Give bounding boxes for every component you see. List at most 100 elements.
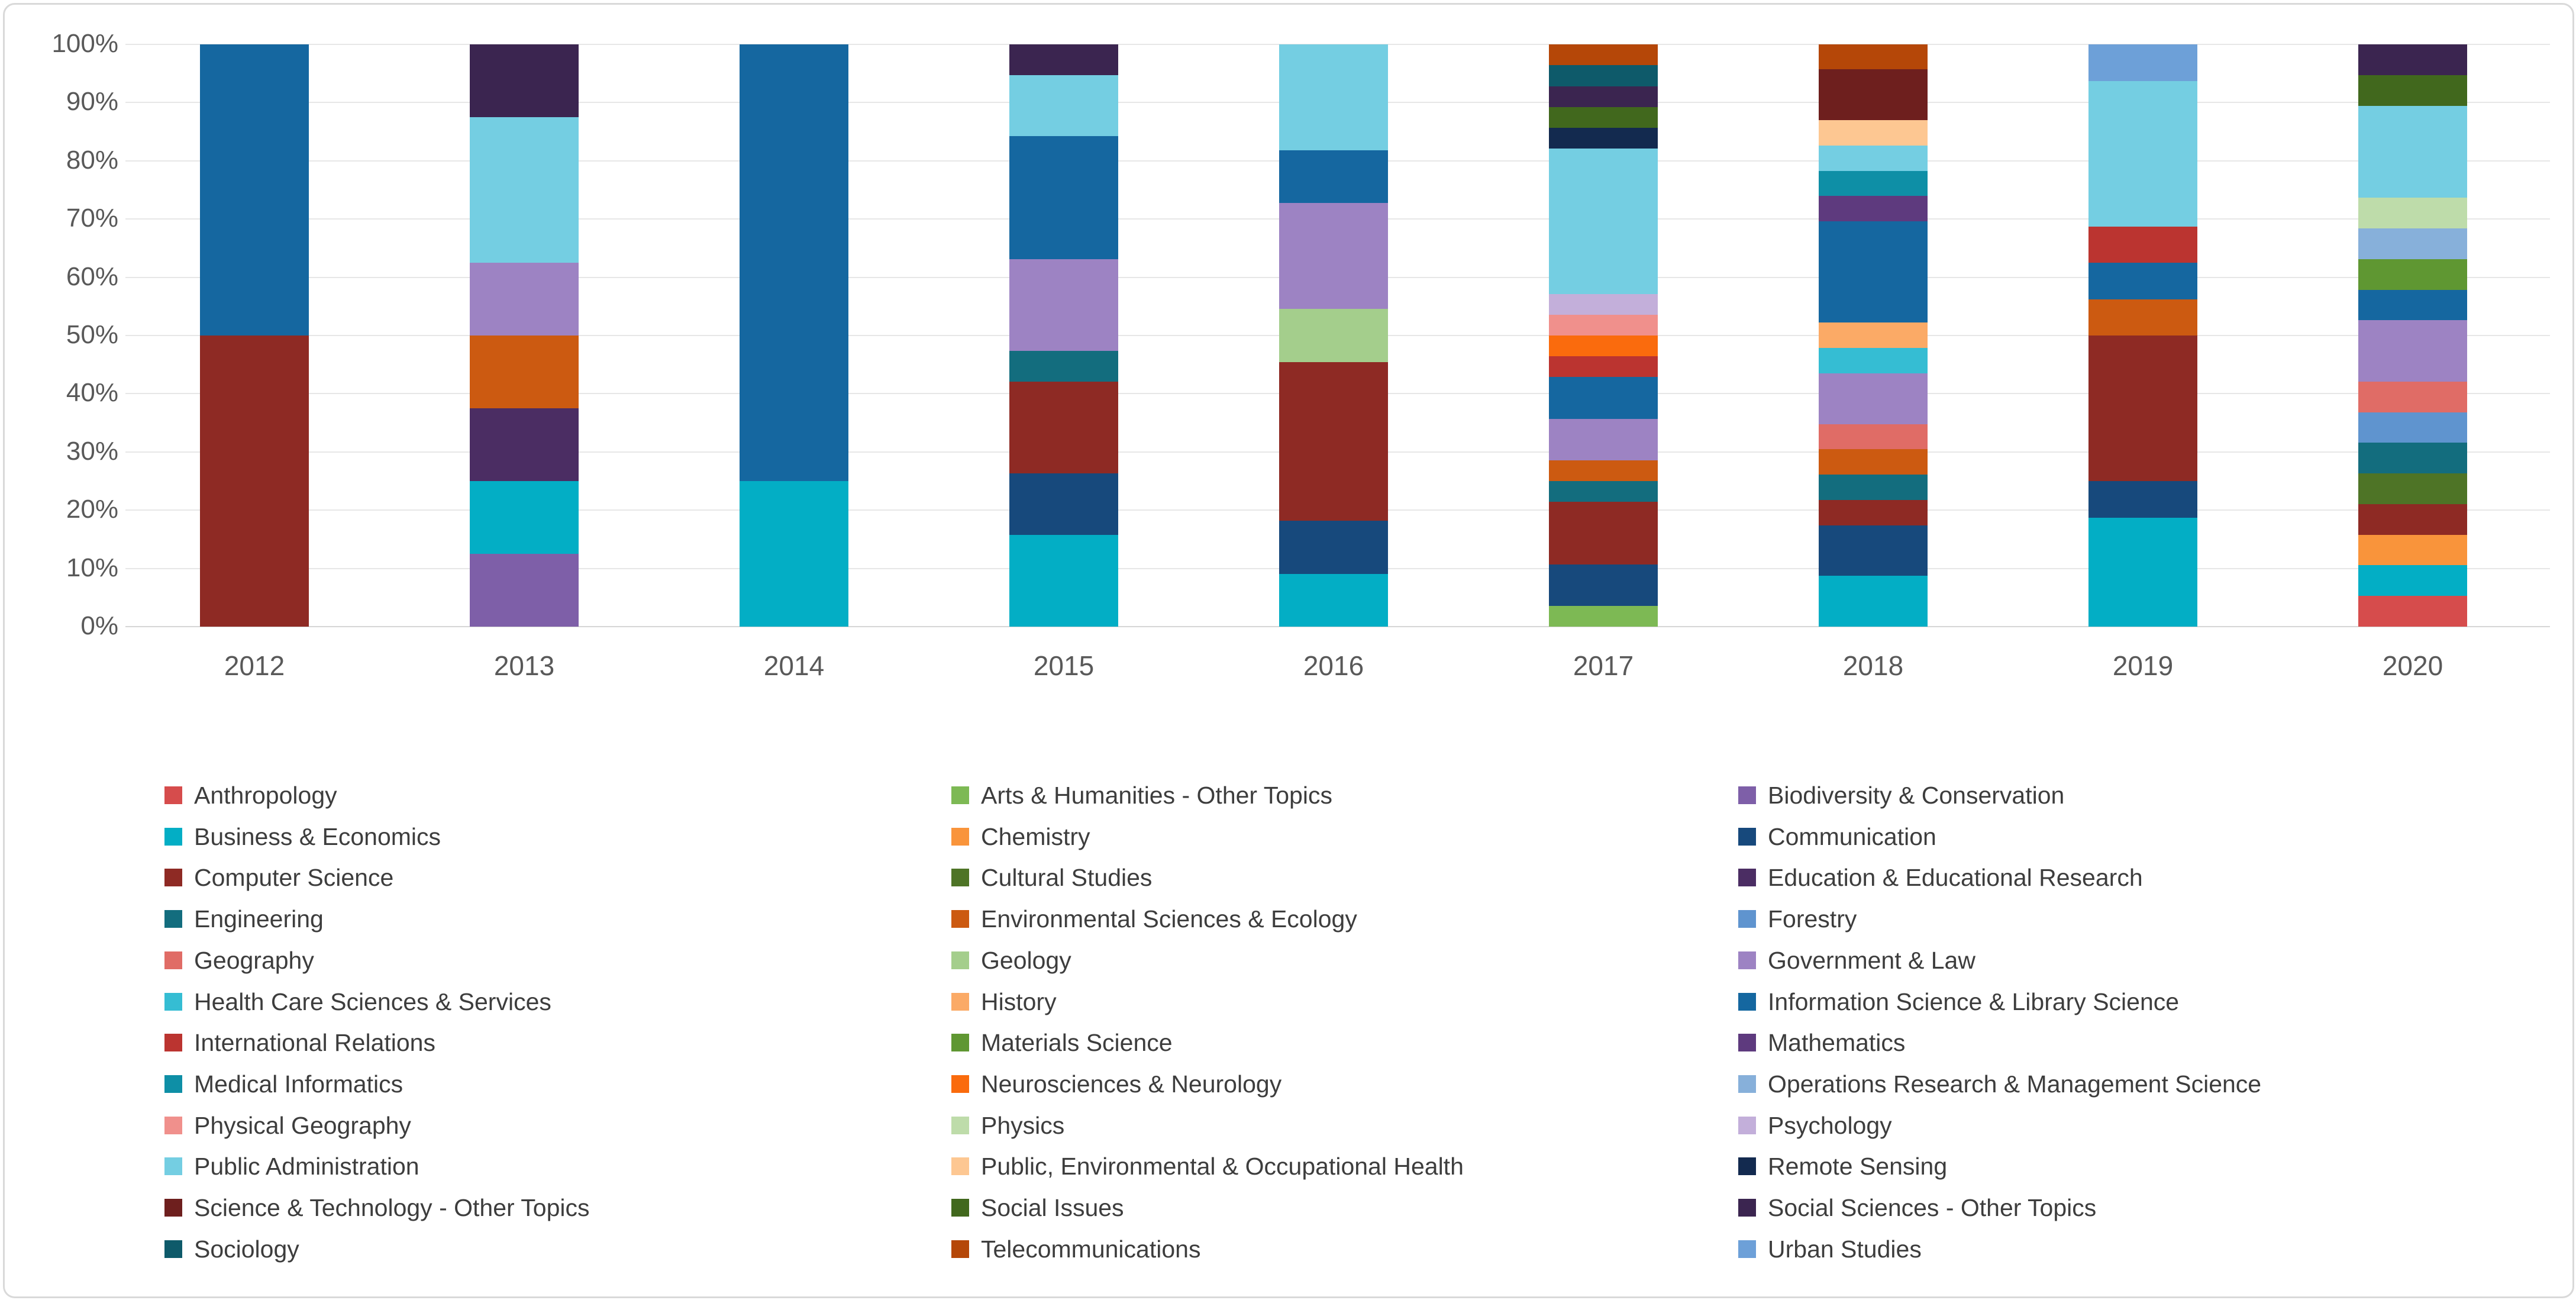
legend-swatch-icon xyxy=(164,1157,182,1175)
legend-label: Geology xyxy=(981,946,1071,974)
legend-item: Physics xyxy=(951,1111,1065,1139)
legend-swatch-icon xyxy=(1738,951,1756,969)
legend-label: Anthropology xyxy=(194,781,337,809)
x-axis-label-2015: 2015 xyxy=(1033,650,1095,681)
segment-2015-government-law xyxy=(1009,259,1118,351)
y-tick-label: 80% xyxy=(66,146,118,175)
legend-item: History xyxy=(951,988,1057,1015)
legend-label: Physics xyxy=(981,1111,1065,1139)
segment-2013-government-law xyxy=(470,263,579,336)
bar-2012 xyxy=(200,44,309,627)
segment-2018-communication xyxy=(1819,525,1928,576)
legend-item: Biodiversity & Conservation xyxy=(1738,782,2064,809)
segment-2014-information-science-library-science xyxy=(740,44,848,481)
legend-label: Education & Educational Research xyxy=(1768,863,2143,891)
segment-2012-computer-science xyxy=(200,336,309,627)
legend-label: Science & Technology - Other Topics xyxy=(194,1193,590,1221)
legend-label: Health Care Sciences & Services xyxy=(194,988,551,1015)
legend-item: Telecommunications xyxy=(951,1236,1200,1263)
segment-2013-social-sciences-other-topics xyxy=(470,44,579,117)
legend-item: Education & Educational Research xyxy=(1738,863,2143,891)
segment-2018-history xyxy=(1819,322,1928,348)
segment-2019-information-science-library-science xyxy=(2088,263,2197,299)
legend-swatch-icon xyxy=(164,951,182,969)
legend-swatch-icon xyxy=(164,1075,182,1093)
segment-2020-social-sciences-other-topics xyxy=(2358,44,2467,75)
segment-2020-materials-science xyxy=(2358,259,2467,290)
legend-item: Public, Environmental & Occupational Hea… xyxy=(951,1153,1464,1180)
segment-2016-geology xyxy=(1279,309,1388,362)
segment-2020-geography xyxy=(2358,382,2467,412)
segment-2015-communication xyxy=(1009,473,1118,535)
segment-2015-business-economics xyxy=(1009,535,1118,627)
legend-label: Materials Science xyxy=(981,1028,1173,1056)
legend-item: Engineering xyxy=(164,905,324,933)
y-tick-label: 100% xyxy=(51,29,118,58)
legend-label: Psychology xyxy=(1768,1111,1892,1139)
legend-item: Chemistry xyxy=(951,823,1090,850)
legend-label: International Relations xyxy=(194,1028,435,1056)
legend-item: Environmental Sciences & Ecology xyxy=(951,905,1357,933)
legend-label: Public Administration xyxy=(194,1152,419,1180)
legend-item: Business & Economics xyxy=(164,822,441,850)
legend-swatch-icon xyxy=(1738,1034,1756,1051)
legend-swatch-icon xyxy=(951,910,969,928)
legend-swatch-icon xyxy=(951,869,969,886)
x-axis-label-2012: 2012 xyxy=(224,650,285,681)
segment-2015-social-sciences-other-topics xyxy=(1009,44,1118,75)
legend-item: Computer Science xyxy=(164,864,393,891)
y-tick-label: 20% xyxy=(66,495,118,524)
legend-swatch-icon xyxy=(164,869,182,886)
x-axis-line xyxy=(125,626,2550,627)
segment-2018-computer-science xyxy=(1819,500,1928,525)
legend-swatch-icon xyxy=(164,786,182,804)
legend-swatch-icon xyxy=(1738,1240,1756,1258)
x-axis-label-2019: 2019 xyxy=(2112,650,2174,681)
segment-2013-environmental-sciences-ecology xyxy=(470,336,579,408)
segment-2019-environmental-sciences-ecology xyxy=(2088,299,2197,336)
legend-swatch-icon xyxy=(164,993,182,1011)
segment-2020-social-issues xyxy=(2358,75,2467,106)
legend-swatch-icon xyxy=(951,951,969,969)
segment-2016-information-science-library-science xyxy=(1279,150,1388,203)
segment-2019-urban-studies xyxy=(2088,44,2197,81)
legend-swatch-icon xyxy=(1738,1199,1756,1217)
legend-item: International Relations xyxy=(164,1028,435,1056)
legend-item: Social Sciences - Other Topics xyxy=(1738,1194,2096,1221)
legend-swatch-icon xyxy=(164,910,182,928)
segment-2017-communication xyxy=(1549,564,1658,606)
legend-swatch-icon xyxy=(951,1075,969,1093)
y-tick-label: 10% xyxy=(66,553,118,582)
legend-label: Business & Economics xyxy=(194,822,441,850)
legend-item: Cultural Studies xyxy=(951,864,1152,891)
segment-2017-arts-humanities-other-topics xyxy=(1549,606,1658,627)
y-tick-label: 70% xyxy=(66,204,118,233)
legend-item: Remote Sensing xyxy=(1738,1153,1947,1180)
segment-2017-information-science-library-science xyxy=(1549,377,1658,419)
legend-label: Neurosciences & Neurology xyxy=(981,1070,1282,1098)
legend-swatch-icon xyxy=(951,1034,969,1051)
stacked-bar-chart-plot-area: 0% 10% 20% 30% 40% 50% 60% 70% 80% 90% 100% 2012 20… xyxy=(51,29,2550,681)
segment-2017-social-sciences-other-topics xyxy=(1549,86,1658,107)
legend-item: Urban Studies xyxy=(1738,1236,1922,1263)
segment-2019-communication xyxy=(2088,481,2197,518)
legend-swatch-icon xyxy=(164,828,182,846)
legend-item: Operations Research & Management Science xyxy=(1738,1070,2262,1098)
legend-swatch-icon xyxy=(164,1117,182,1134)
legend-label: Operations Research & Management Science xyxy=(1768,1070,2262,1098)
legend-item: Physical Geography xyxy=(164,1112,411,1139)
segment-2017-sociology xyxy=(1549,65,1658,86)
legend-label: Arts & Humanities - Other Topics xyxy=(981,781,1332,809)
legend-swatch-icon xyxy=(951,1199,969,1217)
segment-2020-anthropology xyxy=(2358,596,2467,627)
segment-2018-mathematics xyxy=(1819,196,1928,221)
segment-2014-business-economics xyxy=(740,481,848,627)
segment-2019-computer-science xyxy=(2088,336,2197,481)
segment-2015-engineering xyxy=(1009,351,1118,382)
bar-2013 xyxy=(470,44,579,627)
segment-2020-forestry xyxy=(2358,412,2467,443)
segment-2020-public-administration xyxy=(2358,106,2467,198)
segment-2018-geography xyxy=(1819,424,1928,449)
legend-item: Anthropology xyxy=(164,781,337,809)
y-tick-label: 60% xyxy=(66,262,118,291)
